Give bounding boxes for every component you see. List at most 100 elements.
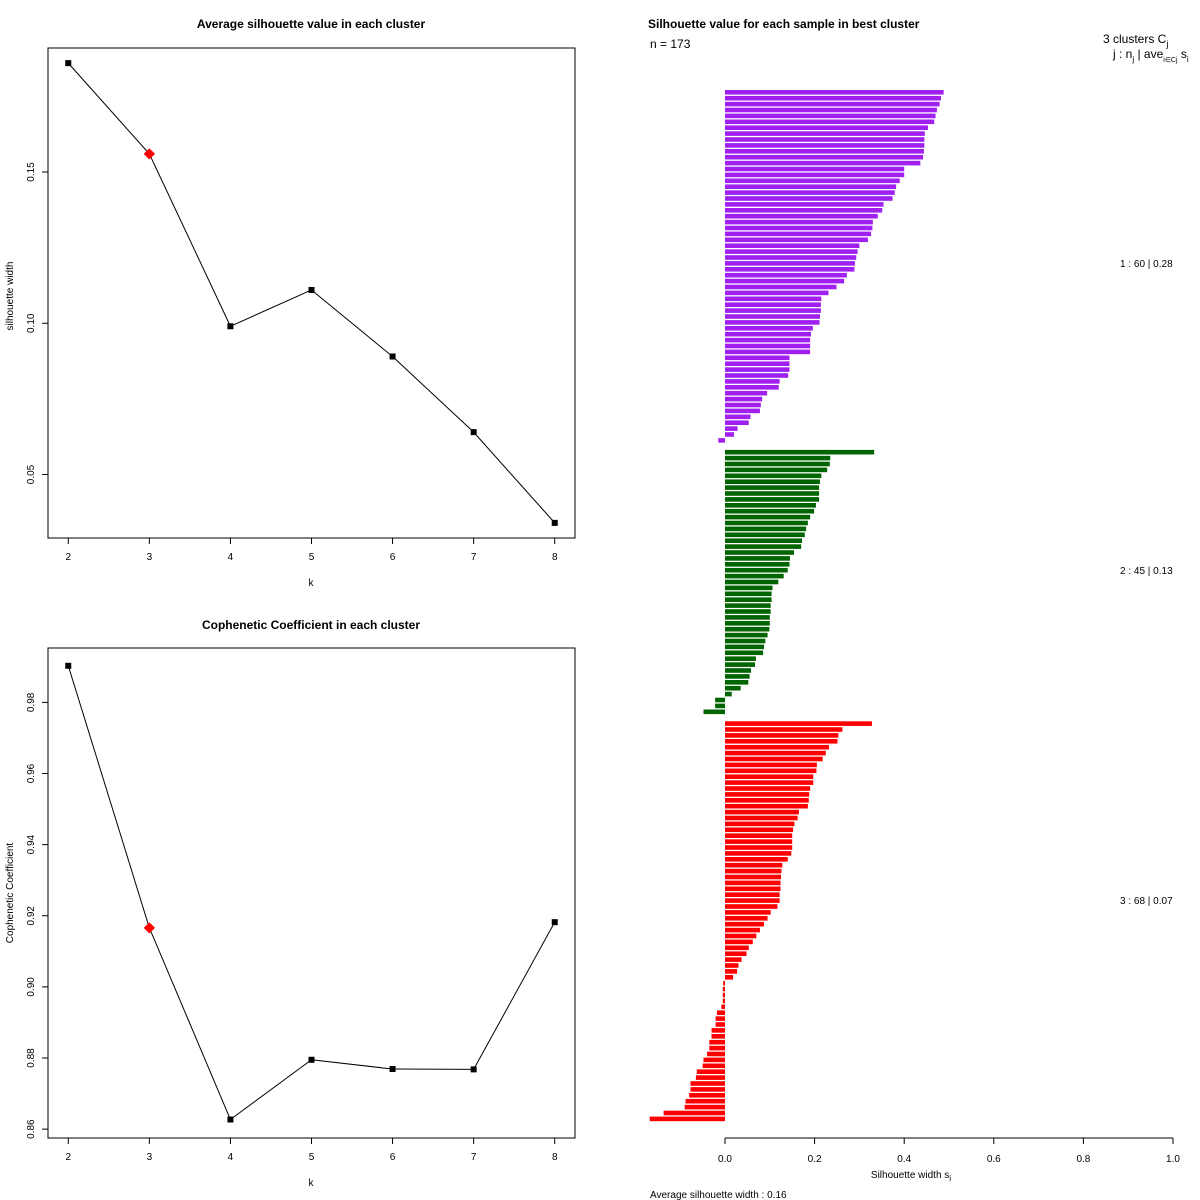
silhouette-bar — [725, 373, 789, 378]
x-tick-label: 6 — [390, 1152, 396, 1163]
silhouette-bar — [725, 290, 829, 296]
data-point — [308, 1056, 315, 1063]
silhouette-line-xlabel: k — [309, 578, 315, 589]
x-tick-label: 4 — [228, 552, 234, 563]
silhouette-bar — [725, 910, 771, 915]
cophenetic-line-xlabel: k — [309, 1178, 315, 1189]
y-tick-label: 0.88 — [26, 1048, 37, 1068]
cluster-2-label: 2 : 45 | 0.13 — [1120, 566, 1173, 577]
silhouette-bar — [725, 160, 921, 166]
silhouette-bar — [725, 597, 772, 602]
silhouette-bar — [725, 780, 814, 785]
silhouette-bar — [703, 709, 725, 715]
silhouette-bar — [711, 1034, 725, 1039]
silhouette-bar — [725, 945, 749, 951]
silhouette-bar — [725, 626, 770, 632]
silhouette-bar — [725, 408, 760, 414]
silhouette-bar — [725, 302, 821, 307]
silhouette-bar — [725, 691, 732, 697]
silhouette-bar — [725, 90, 944, 95]
silhouette-bar — [725, 898, 780, 903]
silhouette-bar — [707, 1051, 725, 1057]
silhouette-line-plot-frame — [47, 47, 576, 539]
data-point — [470, 429, 477, 436]
x-tick-label: 3 — [147, 552, 153, 563]
silhouette-bar — [725, 957, 742, 962]
series-line-segment — [230, 1059, 312, 1120]
x-tick-label: 8 — [552, 1152, 558, 1163]
y-tick-label: 0.86 — [26, 1119, 37, 1139]
silhouette-bar — [725, 467, 828, 473]
silhouette-bar — [725, 762, 817, 768]
silhouette-bar — [725, 320, 820, 325]
silhouette-bar — [725, 927, 760, 933]
silhouette-bars — [649, 90, 944, 1122]
silhouette-bar-panel: Silhouette value for each sample in best… — [648, 17, 1189, 1200]
x-tick-label: 5 — [309, 552, 315, 563]
silhouette-line-ylabel: silhouette width — [5, 262, 16, 331]
silhouette-bar — [725, 284, 837, 290]
silhouette-bar — [725, 361, 790, 366]
silhouette-bar — [725, 479, 820, 484]
silhouette-bar — [725, 862, 783, 868]
silhouette-bar — [725, 402, 761, 408]
silhouette-bar — [725, 886, 781, 892]
silhouette-bar — [685, 1098, 725, 1104]
silhouette-line-xaxis: 2 3 4 5 6 7 8 — [65, 538, 558, 563]
silhouette-bar — [718, 438, 725, 443]
x-tick-label: 0.0 — [718, 1154, 732, 1165]
silhouette-bar — [690, 1087, 725, 1092]
data-point — [308, 286, 315, 293]
silhouette-bar — [725, 237, 868, 243]
silhouette-bar — [725, 261, 855, 266]
average-silhouette-footer: Average silhouette width : 0.16 — [650, 1190, 787, 1200]
silhouette-bar — [725, 137, 925, 142]
silhouette-bar — [725, 296, 822, 302]
cophenetic-line-title: Cophenetic Coefficient in each cluster — [202, 618, 420, 632]
silhouette-bar — [725, 143, 925, 148]
y-tick-label: 0.98 — [26, 692, 37, 712]
legend-title-line1: 3 clusters Cj — [1103, 32, 1168, 49]
silhouette-bar — [725, 125, 928, 130]
silhouette-bar — [725, 196, 893, 201]
silhouette-bar — [725, 591, 772, 597]
silhouette-bar — [725, 656, 756, 661]
silhouette-bar — [725, 107, 937, 113]
silhouette-bar — [725, 314, 820, 319]
silhouette-bar — [725, 331, 812, 337]
silhouette-bar — [725, 485, 820, 490]
silhouette-bar — [725, 916, 768, 921]
silhouette-bar — [725, 278, 845, 284]
silhouette-bar — [722, 998, 725, 1004]
silhouette-bar — [702, 1063, 725, 1069]
x-tick-label: 0.6 — [987, 1154, 1001, 1165]
cophenetic-line-panel: Cophenetic Coefficient in each cluster k… — [5, 618, 576, 1189]
silhouette-bar — [725, 208, 883, 213]
silhouette-bar — [725, 603, 771, 608]
silhouette-bar — [715, 697, 725, 703]
silhouette-bar — [689, 1093, 725, 1098]
silhouette-bar — [725, 632, 768, 638]
silhouette-bar — [725, 851, 792, 856]
data-point — [389, 353, 396, 360]
silhouette-bar — [725, 662, 756, 667]
silhouette-bar — [725, 573, 784, 579]
y-tick-label: 0.92 — [26, 906, 37, 926]
highlighted-data-point — [143, 148, 156, 160]
silhouette-bar — [725, 874, 781, 880]
silhouette-line-title: Average silhouette value in each cluster — [197, 17, 426, 31]
silhouette-bar — [725, 231, 872, 237]
silhouette-bar — [725, 508, 815, 514]
silhouette-bar — [725, 650, 764, 656]
silhouette-bar — [725, 190, 895, 195]
silhouette-bar — [725, 739, 838, 744]
silhouette-bar — [725, 149, 924, 154]
silhouette-bar — [725, 243, 860, 248]
silhouette-bar — [725, 556, 790, 561]
silhouette-bar — [725, 379, 780, 384]
silhouette-bar — [725, 367, 790, 372]
silhouette-bar — [725, 420, 749, 425]
silhouette-bar — [725, 892, 780, 897]
silhouette-bar — [703, 1057, 725, 1063]
